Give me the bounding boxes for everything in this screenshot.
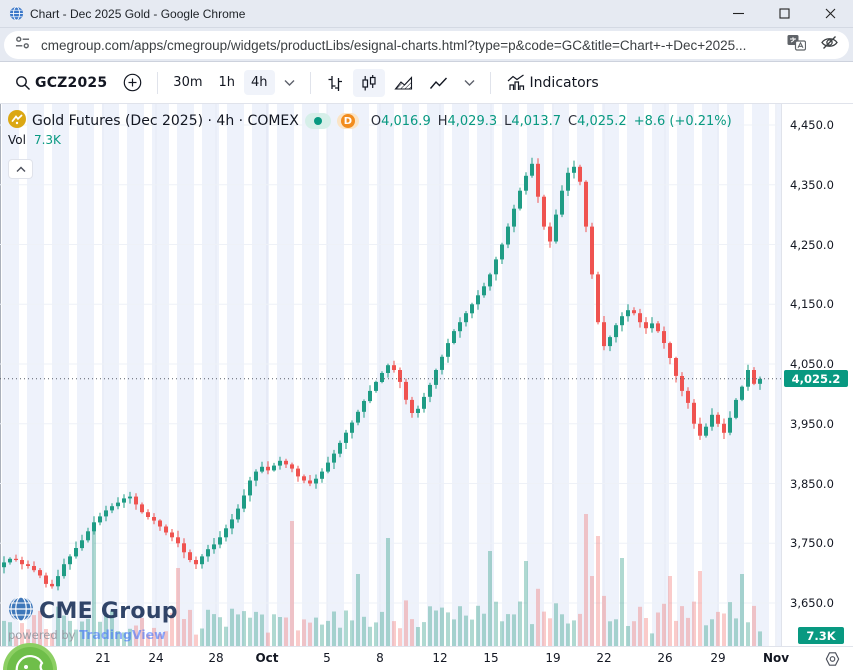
candles-chart-icon [361, 74, 376, 90]
cme-globe-icon [8, 596, 34, 626]
time-label: 19 [545, 651, 561, 665]
time-label: 12 [432, 651, 448, 665]
volume-legend: Vol 7.3K [8, 133, 61, 147]
translate-icon[interactable] [787, 34, 807, 56]
chrome-tab-favicon-globe-icon [9, 6, 24, 21]
plus-circle-icon [123, 73, 142, 92]
chart-type-bars-button[interactable] [319, 69, 351, 97]
legend-collapse-button[interactable] [8, 159, 33, 179]
price-tick-label: 3,650.0 [790, 596, 834, 610]
low-value: 4,013.7 [511, 113, 561, 129]
symbol-name: GCZ2025 [35, 74, 108, 91]
url-text[interactable]: cmegroup.com/apps/cmegroup/widgets/produ… [41, 37, 747, 53]
change-value: +8.6 (+0.21%) [633, 113, 732, 129]
line-chart-icon [429, 77, 447, 89]
close-button[interactable] [807, 0, 853, 28]
price-tick-label: 4,350.0 [790, 177, 834, 192]
powered-by-text: powered by [8, 628, 76, 642]
chart-legend[interactable]: Gold Futures (Dec 2025) · 4h · COMEX D O… [8, 110, 732, 132]
address-bar-row: cmegroup.com/apps/cmegroup/widgets/produ… [0, 28, 853, 62]
high-label: H [437, 113, 448, 129]
indicators-icon [507, 74, 524, 90]
minimize-button[interactable] [715, 0, 761, 28]
price-tick-label: 3,750.0 [790, 536, 834, 551]
time-label: Nov [762, 651, 790, 665]
time-label: 22 [596, 651, 612, 665]
chart-area: 4,450.0 4,350.0 4,250.0 4,150.0 4,050.0 3,950… [0, 104, 853, 670]
price-tick-label: 4,050.0 [790, 357, 834, 371]
chart-type-menu-button[interactable] [457, 74, 482, 92]
market-status-dot-icon [313, 117, 322, 125]
toolbar-divider [309, 71, 311, 94]
last-price-badge: 4,025.2 [784, 370, 848, 388]
market-status-pill [304, 113, 331, 129]
chart-toolbar: GCZ2025 30m 1h 4h Indicators [0, 62, 853, 104]
chart-type-line-button[interactable] [422, 70, 455, 96]
window-titlebar: Chart - Dec 2025 Gold - Google Chrome [0, 0, 853, 28]
maximize-button[interactable] [761, 0, 807, 28]
instrument-logo-gold-icon [8, 110, 26, 132]
chart-type-area-button[interactable] [387, 69, 420, 97]
time-label: 21 [95, 651, 111, 665]
price-tick-label: 3,850.0 [790, 476, 834, 491]
area-chart-icon [393, 75, 412, 90]
time-label: 24 [148, 651, 164, 665]
chevron-up-icon [16, 166, 25, 172]
price-tick-label: 4,150.0 [790, 297, 834, 312]
toolbar-divider [489, 71, 491, 94]
high-value: 4,029.3 [447, 113, 498, 129]
axis-settings-icon[interactable] [824, 651, 841, 670]
interval-menu-button[interactable] [277, 74, 302, 92]
chevron-down-icon [464, 79, 475, 86]
chart-type-candles-button[interactable] [352, 68, 385, 97]
price-tick-label: 4,450.0 [790, 118, 834, 132]
delayed-data-badge: D [340, 114, 355, 128]
open-label: O [370, 113, 382, 129]
time-label: 26 [657, 651, 673, 665]
window-title: Chart - Dec 2025 Gold - Google Chrome [30, 6, 246, 21]
toolbar-divider [157, 71, 159, 94]
tradingview-link[interactable]: TradingView [79, 627, 166, 642]
time-label: 29 [710, 651, 726, 665]
interval-30m-button[interactable]: 30m [166, 70, 209, 95]
symbol-search-button[interactable]: GCZ2025 [8, 70, 114, 96]
time-axis[interactable]: 21 24 28 Oct 5 8 12 15 19 22 26 29 Nov [0, 646, 853, 670]
time-label: Oct [255, 651, 279, 665]
close-value: 4,025.2 [577, 113, 627, 129]
price-tick-label: 4,250.0 [790, 237, 834, 252]
interval-1h-button[interactable]: 1h [212, 70, 243, 95]
delayed-data-pill: D [336, 113, 359, 129]
time-label: 5 [323, 651, 331, 665]
compare-add-symbol-button[interactable] [116, 68, 149, 97]
interval-4h-button[interactable]: 4h [244, 70, 275, 95]
cme-group-logo: CME Group [39, 598, 178, 624]
search-icon [16, 75, 30, 90]
password-hidden-eye-icon[interactable] [820, 34, 839, 56]
cookie-icon [3, 643, 57, 670]
volume-value: 7.3K [33, 133, 61, 147]
ohlc-values: O4,016.9 H4,029.3 L4,013.7 C4,025.2 +8.6… [371, 114, 732, 129]
legend-title[interactable]: Gold Futures (Dec 2025) · 4h · COMEX [32, 113, 299, 129]
volume-label: Vol [8, 133, 26, 147]
chevron-down-icon [284, 79, 295, 86]
price-axis[interactable]: 4,450.0 4,350.0 4,250.0 4,150.0 4,050.0 3,950… [781, 104, 853, 646]
time-label: 15 [483, 651, 499, 665]
site-settings-icon[interactable] [14, 35, 31, 55]
price-tick-label: 3,950.0 [790, 416, 834, 431]
cookie-consent-button[interactable] [2, 642, 58, 670]
low-label: L [504, 113, 512, 129]
time-label: 28 [208, 651, 224, 665]
candlestick-chart[interactable] [0, 104, 781, 646]
indicators-label: Indicators [529, 74, 599, 91]
time-label: 8 [376, 651, 384, 665]
watermark: CME Group powered by TradingView [8, 596, 178, 642]
omnibox[interactable]: cmegroup.com/apps/cmegroup/widgets/produ… [4, 31, 849, 59]
open-value: 4,016.9 [381, 113, 431, 129]
volume-badge: 7.3K [798, 627, 844, 644]
close-label: C [568, 113, 578, 129]
bars-chart-icon [328, 75, 342, 91]
indicators-button[interactable]: Indicators [499, 69, 606, 96]
